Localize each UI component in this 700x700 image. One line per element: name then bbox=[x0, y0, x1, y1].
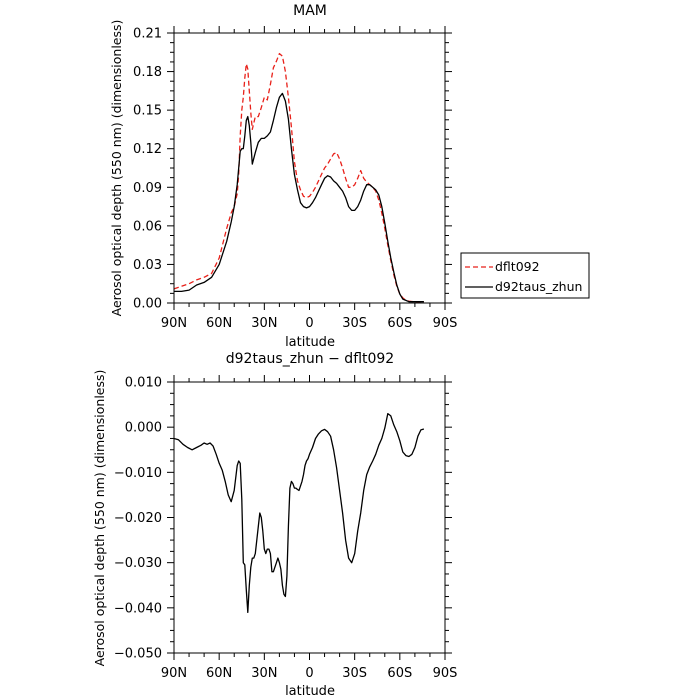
x-tick-label: 90S bbox=[433, 316, 458, 331]
y-tick-label: 0.06 bbox=[133, 219, 162, 234]
legend-label-dflt092: dflt092 bbox=[495, 259, 540, 274]
x-tick-label: 30N bbox=[251, 316, 277, 331]
y-tick-label: 0.12 bbox=[133, 142, 162, 157]
x-tick-label: 90N bbox=[161, 316, 187, 331]
x-tick-label: 30N bbox=[251, 666, 277, 681]
top-plot-frame bbox=[173, 32, 446, 304]
panel-bottom: d92taus_zhun − dflt092 90N 60N 30N 0 30S 60S 9… bbox=[92, 351, 457, 699]
y-tick-label: 0.03 bbox=[133, 258, 162, 273]
y-tick-label: 0.18 bbox=[133, 65, 162, 80]
x-tick-label: 30S bbox=[342, 666, 367, 681]
bottom-y-axis-label: Aerosol optical depth (550 nm) (dimensio… bbox=[92, 370, 107, 667]
bottom-series bbox=[173, 412, 425, 614]
y-tick-label: 0.21 bbox=[133, 27, 162, 42]
legend-box bbox=[460, 252, 590, 299]
series-line-dflt092 bbox=[173, 52, 424, 303]
x-tick-label: 90S bbox=[433, 666, 458, 681]
x-tick-label: 30S bbox=[342, 316, 367, 331]
top-x-axis-label: latitude bbox=[285, 335, 335, 350]
x-tick-label: 0 bbox=[305, 316, 313, 331]
bottom-title: d92taus_zhun − dflt092 bbox=[226, 351, 394, 367]
y-tick-label: 0.09 bbox=[133, 181, 162, 196]
y-tick-label: 0.000 bbox=[125, 421, 162, 436]
y-tick-label: −0.020 bbox=[114, 511, 162, 526]
y-tick-label: −0.050 bbox=[114, 647, 162, 662]
y-tick-label: 0.010 bbox=[125, 376, 162, 391]
bottom-y-ticks: −0.050 −0.040 −0.030 −0.020 −0.010 0.000 0.010 bbox=[114, 376, 162, 662]
series-line-d92taus-zhun bbox=[174, 92, 424, 303]
top-x-ticks: 90N 60N 30N 0 30S 60S 90S bbox=[161, 316, 458, 331]
top-title: MAM bbox=[293, 3, 327, 19]
series-line-difference bbox=[173, 412, 425, 614]
y-tick-label: 0.15 bbox=[133, 104, 162, 119]
y-tick-label: −0.010 bbox=[114, 466, 162, 481]
y-tick-label: −0.040 bbox=[114, 601, 162, 616]
x-tick-label: 90N bbox=[161, 666, 187, 681]
y-tick-label: −0.030 bbox=[114, 556, 162, 571]
x-tick-label: 60S bbox=[387, 316, 412, 331]
panel-top: MAM 90N 60N 30N 0 30S 60S 90S 0.00 0.03 0.06 0.09… bbox=[109, 3, 457, 350]
y-tick-label: 0.00 bbox=[133, 297, 162, 312]
top-series bbox=[173, 52, 424, 303]
legend-label-d92taus-zhun: d92taus_zhun bbox=[495, 279, 582, 294]
x-tick-label: 0 bbox=[305, 666, 313, 681]
top-tick-marks bbox=[167, 26, 452, 310]
x-tick-label: 60N bbox=[206, 316, 232, 331]
bottom-x-ticks: 90N 60N 30N 0 30S 60S 90S bbox=[161, 666, 458, 681]
bottom-tick-marks bbox=[167, 375, 452, 660]
top-y-ticks: 0.00 0.03 0.06 0.09 0.12 0.15 0.18 0.21 bbox=[133, 27, 162, 312]
bottom-plot-frame bbox=[173, 381, 446, 654]
x-tick-label: 60S bbox=[387, 666, 412, 681]
legend: dflt092 d92taus_zhun bbox=[460, 252, 590, 299]
x-tick-label: 60N bbox=[206, 666, 232, 681]
top-y-axis-label: Aerosol optical depth (550 nm) (dimensio… bbox=[109, 20, 124, 317]
bottom-x-axis-label: latitude bbox=[285, 684, 335, 699]
